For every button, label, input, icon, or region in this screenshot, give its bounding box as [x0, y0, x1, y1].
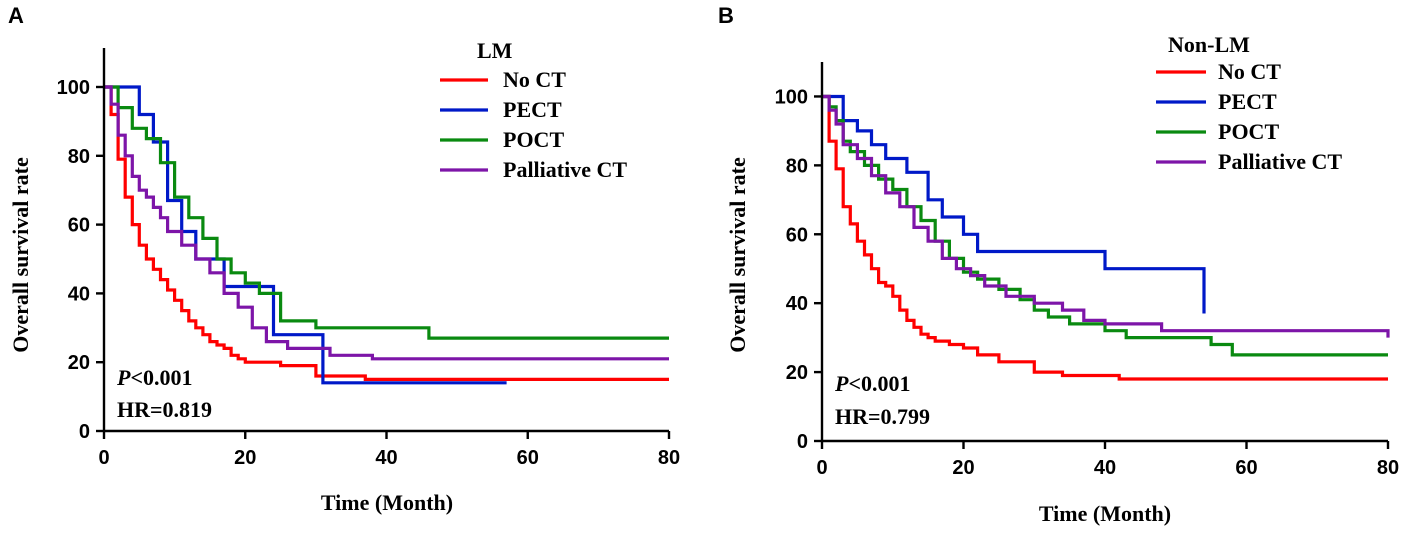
- panel-a-y-tick-label: 80: [68, 146, 90, 168]
- panel-b-legend: No CT PECT POCT Palliative CT: [1156, 59, 1342, 174]
- panel-a-curve-no-ct: [104, 85, 669, 381]
- panel-a-letter: A: [8, 3, 24, 28]
- panel-b-y-tick-label: 100: [775, 86, 808, 108]
- panel-a-curve-poct: [104, 85, 669, 340]
- panel-b-legend-title: Non-LM: [1168, 32, 1250, 57]
- panel-a-x-tick-label: 20: [234, 447, 256, 469]
- panel-b-x-tick-label: 60: [1235, 457, 1257, 479]
- panel-b-curve-pect: [822, 94, 1206, 314]
- panel-a-y-axis-title: Overall survival rate: [8, 157, 33, 353]
- panel-a-y-tick-label: 100: [57, 77, 90, 99]
- panel-b-legend-label-pect: PECT: [1218, 89, 1277, 114]
- panel-a-hazard-ratio: HR=0.819: [117, 397, 212, 422]
- panel-b-legend-label-no-ct: No CT: [1218, 59, 1281, 84]
- panel-a-x-axis-title: Time (Month): [321, 490, 453, 515]
- panel-b-x-tick-label: 40: [1094, 457, 1116, 479]
- panel-b-x-tick-label: 0: [816, 457, 827, 479]
- panel-b-x-tick-label: 80: [1377, 457, 1399, 479]
- panel-b-y-tick-label: 20: [786, 362, 808, 384]
- panel-a-x-tick-label: 0: [98, 447, 109, 469]
- panel-b-y-tick-label: 80: [786, 155, 808, 177]
- panel-b-curve-poct: [822, 94, 1388, 357]
- panel-a-curve-palliative-ct: [104, 85, 669, 361]
- panel-b-curve-palliative-ct: [822, 94, 1390, 338]
- panel-b-y-tick-label: 60: [786, 224, 808, 246]
- panel-a-y-tick-label: 20: [68, 352, 90, 374]
- panel-b-hazard-ratio: HR=0.799: [835, 404, 930, 429]
- panel-a-legend-label-no-ct: No CT: [503, 67, 566, 92]
- panel-a-x-tick-label: 80: [658, 447, 680, 469]
- panel-b-chart: B 0 20 40 60 80 0 20 40 60 80 100 Time (Month) Ove…: [718, 3, 1399, 526]
- panel-a-legend-title: LM: [477, 38, 513, 63]
- panel-a-legend-label-poct: POCT: [503, 127, 564, 152]
- panel-a-chart: A 0 20 40 60 80 0 20 40 60 80 100 Time (Month) Ove…: [8, 3, 680, 515]
- panel-b-curve-no-ct: [822, 94, 1388, 381]
- panel-a-p-threshold: <0.001: [130, 365, 192, 390]
- panel-a-x-tick-label: 40: [375, 447, 397, 469]
- panel-b-p-threshold: <0.001: [848, 371, 910, 396]
- panel-a-y-tick-label: 60: [68, 215, 90, 237]
- panel-a-legend: No CT PECT POCT Palliative CT: [440, 67, 627, 182]
- panel-b-x-tick-label: 20: [952, 457, 974, 479]
- panel-b-y-tick-label: 40: [786, 293, 808, 315]
- panel-b-curves: [822, 94, 1390, 381]
- panel-b-p-symbol: P: [834, 371, 849, 396]
- panel-b-legend-label-palliative-ct: Palliative CT: [1218, 149, 1342, 174]
- panel-b-y-tick-label: 0: [797, 431, 808, 453]
- panel-a-curves: [104, 85, 669, 385]
- panel-a-y-tick-label: 0: [79, 421, 90, 443]
- panel-b-letter: B: [718, 3, 734, 28]
- panel-a-curve-pect: [104, 85, 507, 385]
- panel-b-ticks: 0 20 40 60 80 0 20 40 60 80 100: [775, 86, 1400, 479]
- panel-a-legend-label-palliative-ct: Palliative CT: [503, 157, 627, 182]
- panel-b-x-axis-title: Time (Month): [1039, 501, 1171, 526]
- panel-a-ticks: 0 20 40 60 80 0 20 40 60 80 100: [57, 77, 681, 469]
- panel-b-y-axis-title: Overall survival rate: [725, 157, 750, 353]
- panel-a-p-value: P<0.001: [116, 365, 193, 390]
- panel-a-y-tick-label: 40: [68, 283, 90, 305]
- panel-b-legend-label-poct: POCT: [1218, 119, 1279, 144]
- panel-b-p-value: P<0.001: [834, 371, 911, 396]
- panel-a-p-symbol: P: [116, 365, 131, 390]
- panel-a-legend-label-pect: PECT: [503, 97, 562, 122]
- panel-a-x-tick-label: 60: [517, 447, 539, 469]
